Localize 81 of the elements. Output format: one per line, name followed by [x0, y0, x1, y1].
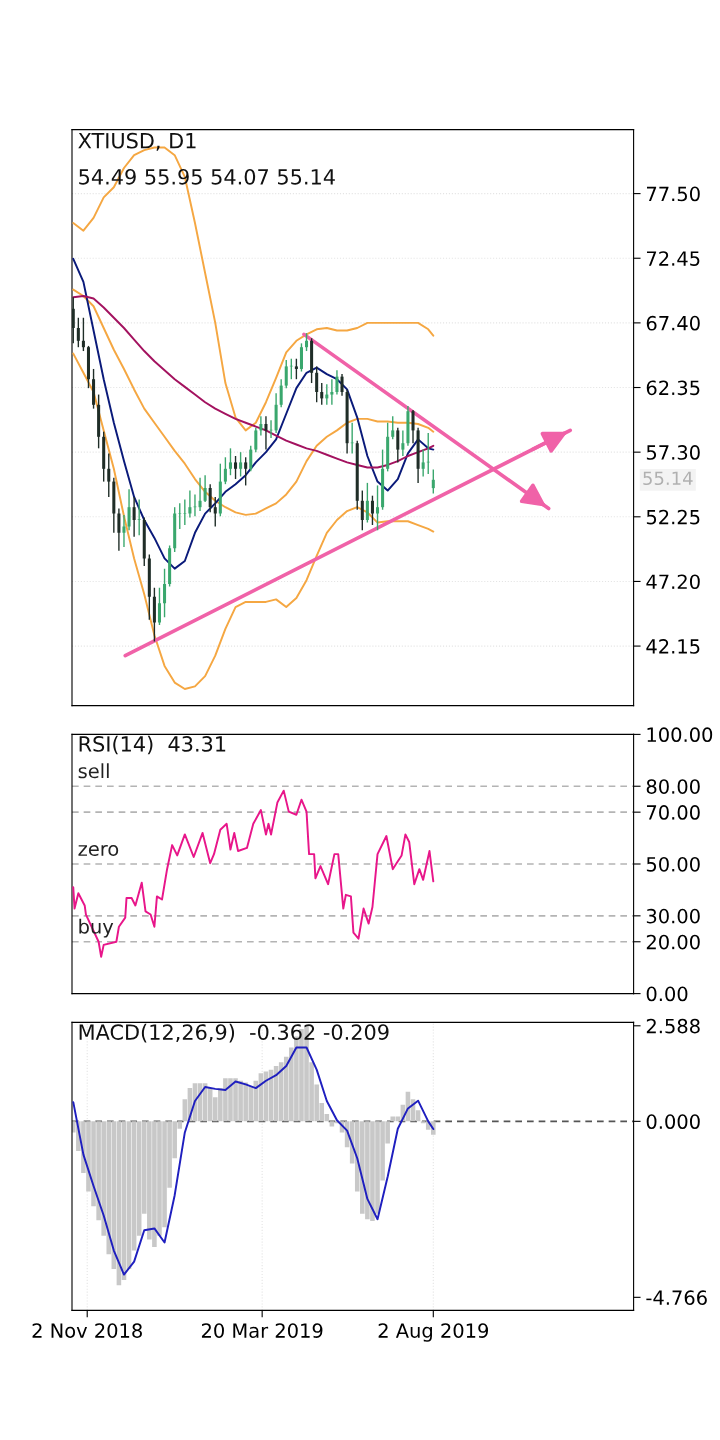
candlestick: [411, 409, 415, 444]
candlestick: [365, 482, 369, 524]
y-tick-label: 67.40: [646, 315, 700, 331]
y-tick-label: 30.00: [646, 908, 700, 924]
candlestick: [284, 359, 288, 389]
y-tick-label: 42.15: [646, 639, 700, 654]
candlestick: [183, 498, 187, 526]
candlestick: [376, 484, 380, 531]
y-tick-label: 2.588: [646, 1018, 700, 1034]
candlestick: [421, 448, 425, 478]
candlestick: [178, 502, 182, 530]
candlestick: [208, 483, 212, 514]
y-tick-label: 100.00: [647, 727, 713, 743]
y-tick-label: -4.766: [646, 1290, 707, 1305]
y-tick-label: 80.00: [646, 779, 700, 794]
y-tick-label: 47.20: [646, 574, 700, 590]
line-series: [72, 295, 435, 469]
candlestick: [315, 365, 319, 403]
y-tick-label: 0.000: [646, 1114, 700, 1130]
y-tick-label: 70.00: [647, 805, 700, 820]
candlestick: [127, 488, 131, 531]
candlestick: [234, 455, 238, 480]
y-tick-label: 57.30: [646, 445, 700, 460]
candlestick: [188, 489, 192, 519]
ref-line-label: zero: [78, 844, 119, 857]
candlestick: [249, 445, 253, 473]
candlestick: [239, 451, 243, 478]
candlestick: [279, 378, 283, 409]
x-tick-label: 20 Mar 2019: [201, 1323, 323, 1338]
text: 55.14: [643, 471, 693, 486]
x-tick-label: 2 Aug 2019: [378, 1323, 489, 1342]
candlestick: [254, 427, 258, 453]
line-series: [72, 257, 435, 570]
x-tick-label: 2 Nov 2018: [32, 1323, 142, 1338]
chart-title: XTIUSD, D1: [78, 132, 196, 151]
candlestick: [203, 474, 207, 503]
y-tick-label: 62.35: [646, 380, 700, 396]
y-tick-label: 52.25: [646, 509, 700, 525]
candlestick: [157, 587, 161, 626]
candlestick: [320, 382, 324, 406]
candlestick: [360, 489, 364, 531]
y-tick-label: 50.00: [646, 856, 700, 872]
y-tick-label: 72.45: [647, 251, 700, 266]
candlestick: [401, 429, 405, 457]
ref-line-label: sell: [78, 763, 109, 779]
candlestick: [81, 317, 85, 352]
line-series: [72, 288, 435, 516]
candlestick: [391, 415, 395, 441]
candlestick: [137, 498, 141, 537]
candlestick: [340, 373, 344, 397]
candlestick: [213, 496, 217, 528]
candlestick: [244, 456, 248, 487]
candlestick: [396, 427, 400, 464]
candlestick: [264, 415, 268, 451]
bar: [390, 1116, 396, 1122]
candlestick: [330, 378, 334, 406]
candlestick: [72, 296, 75, 345]
candlestick: [228, 447, 232, 476]
bar: [329, 1121, 335, 1127]
candlestick: [335, 369, 339, 396]
candlestick: [117, 507, 121, 552]
candlestick: [76, 317, 80, 348]
y-tick-label: 0.00: [646, 986, 688, 1002]
chart-title: MACD(12,26,9) -0.362 -0.209: [79, 1023, 389, 1043]
chart-title: RSI(14) 43.31: [79, 735, 226, 755]
candlestick: [294, 358, 298, 380]
candlestick: [259, 415, 263, 437]
candlestick: [299, 342, 303, 373]
line-series: [72, 352, 435, 690]
candlestick: [132, 496, 136, 538]
candlestick: [370, 494, 374, 526]
y-tick-label: 77.50: [647, 186, 700, 202]
candlestick: [431, 468, 435, 495]
candlestick: [107, 452, 111, 498]
line-series: [72, 1046, 435, 1276]
y-tick-label: 20.00: [646, 934, 700, 950]
line-series: [72, 789, 435, 958]
candlestick: [163, 567, 167, 618]
candlestick: [223, 456, 227, 485]
candlestick: [122, 514, 126, 548]
candlestick: [198, 477, 202, 512]
